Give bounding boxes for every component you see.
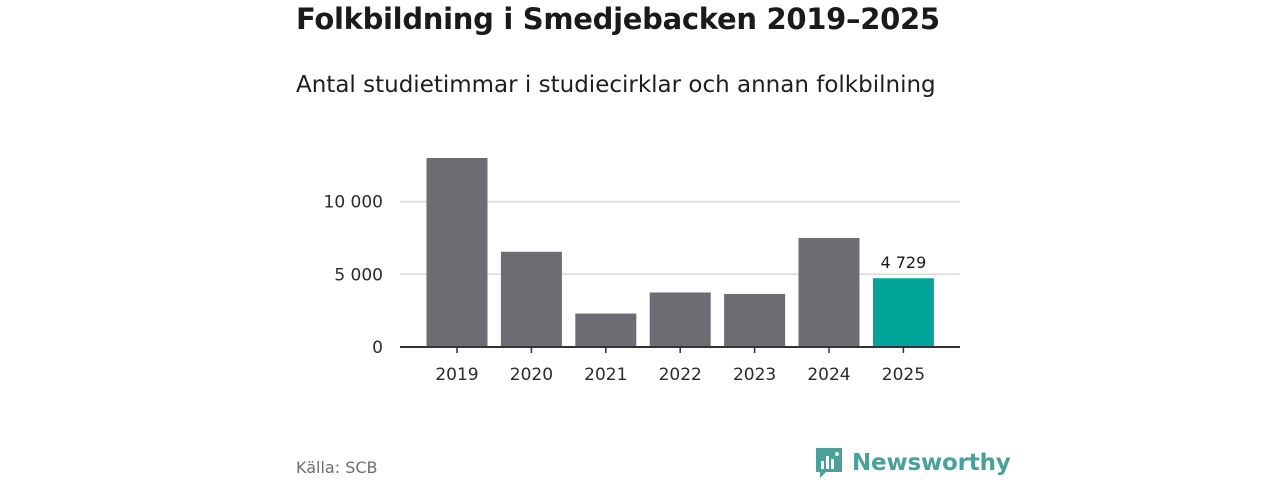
bar-2019	[426, 158, 488, 347]
y-tick-label: 0	[372, 338, 383, 358]
chart-subtitle: Antal studietimmar i studiecirklar och a…	[296, 72, 936, 98]
x-tick-label: 2020	[510, 365, 553, 385]
source-note: Källa: SCB	[296, 458, 378, 477]
x-tick-label: 2023	[733, 365, 776, 385]
bar-2021	[575, 313, 637, 347]
chart-title: Folkbildning i Smedjebacken 2019–2025	[296, 2, 940, 36]
bar-2025	[872, 278, 934, 347]
newsworthy-brand[interactable]: Newsworthy	[814, 446, 1011, 480]
x-tick-label: 2025	[882, 365, 925, 385]
bar-2024	[798, 237, 860, 347]
x-tick-label: 2022	[659, 365, 702, 385]
y-tick-label: 10 000	[324, 193, 383, 213]
brand-name: Newsworthy	[852, 450, 1011, 476]
newsworthy-logo-icon	[816, 448, 842, 478]
bar-2020	[500, 251, 562, 347]
y-tick-label: 5 000	[334, 265, 383, 285]
bar-2023	[724, 293, 786, 347]
x-tick-label: 2019	[435, 365, 478, 385]
data-label-highlight: 4 729	[880, 253, 926, 272]
x-tick-label: 2024	[807, 365, 850, 385]
x-tick-label: 2021	[584, 365, 627, 385]
bar-chart: 0 5 000 10 000 2019 2020 2021 2022 2023 2024 2025…	[324, 158, 960, 385]
bar-2022	[649, 292, 711, 347]
